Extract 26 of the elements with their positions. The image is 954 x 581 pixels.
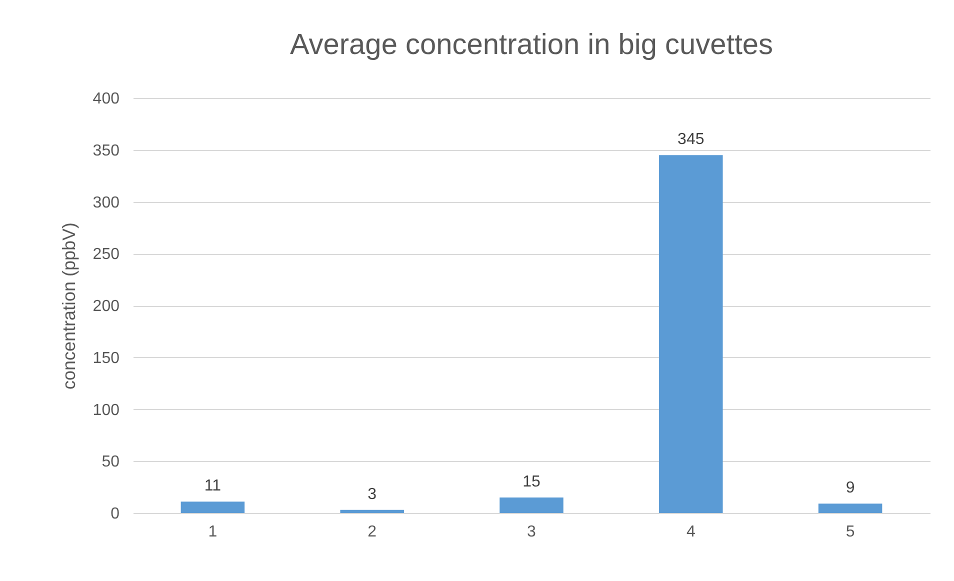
y-tick-label: 100 — [92, 402, 120, 419]
chart-title: Average concentration in big cuvettes — [290, 29, 774, 61]
y-tick-label: 50 — [102, 454, 120, 471]
x-tick-label: 3 — [527, 524, 536, 540]
y-tick-label: 0 — [110, 506, 120, 522]
data-label: 11 — [204, 478, 222, 495]
y-tick-label: 250 — [92, 246, 120, 264]
x-tick-label: 5 — [846, 524, 855, 540]
x-tick-label: 4 — [686, 524, 696, 540]
bar — [340, 510, 404, 513]
data-label: 9 — [846, 480, 855, 497]
y-tick-label: 200 — [92, 298, 120, 315]
bar — [659, 155, 723, 513]
data-label: 3 — [368, 486, 377, 503]
bar — [818, 504, 882, 513]
data-label: 345 — [678, 131, 704, 148]
x-tick-label: 1 — [208, 524, 218, 540]
y-tick-label: 300 — [92, 194, 120, 212]
bar — [180, 502, 245, 513]
y-axis-title: concentration (ppbV) — [58, 222, 79, 390]
y-tick-label: 400 — [92, 90, 120, 108]
y-tick-label: 150 — [92, 350, 120, 367]
x-tick-label: 2 — [368, 524, 377, 540]
y-tick-label: 350 — [92, 142, 120, 160]
data-label: 15 — [522, 473, 540, 490]
bar — [500, 497, 564, 513]
